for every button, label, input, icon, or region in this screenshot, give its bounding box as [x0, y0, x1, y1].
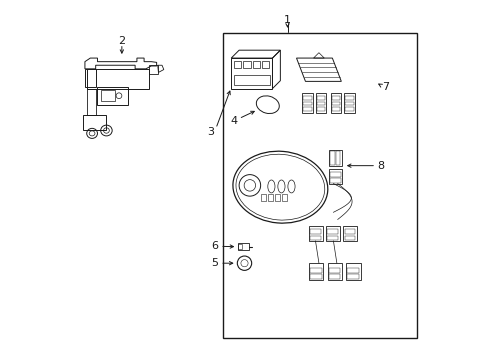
Bar [326, 235, 337, 240]
Bar [325, 226, 339, 241]
Bar [328, 268, 340, 273]
Bar [309, 229, 320, 234]
Bar [86, 69, 149, 89]
Bar [316, 96, 325, 100]
Bar [343, 226, 356, 241]
Text: 3: 3 [206, 127, 213, 136]
Bar [309, 235, 320, 240]
Bar [243, 61, 250, 68]
Bar [344, 93, 354, 113]
Bar [238, 244, 241, 249]
Bar [346, 263, 360, 280]
Bar [328, 149, 342, 166]
Bar [316, 102, 325, 105]
Text: 4: 4 [230, 116, 238, 126]
Bar [344, 235, 355, 240]
Bar [234, 75, 269, 85]
Bar [308, 263, 323, 280]
Bar [274, 194, 280, 201]
Bar [344, 229, 355, 234]
Bar [316, 107, 325, 111]
Bar [329, 172, 341, 177]
Bar [87, 89, 96, 116]
Bar [303, 96, 311, 100]
Bar [83, 115, 106, 130]
Bar [262, 61, 269, 68]
Bar [329, 178, 341, 183]
Bar [234, 61, 241, 68]
Text: 5: 5 [211, 258, 218, 268]
Bar [301, 93, 312, 113]
Bar [331, 96, 340, 100]
Text: 8: 8 [376, 161, 384, 171]
Bar [260, 194, 265, 201]
Bar [238, 243, 248, 250]
Bar [303, 107, 311, 111]
Bar [328, 274, 340, 279]
Bar [331, 107, 340, 111]
Text: 7: 7 [382, 82, 389, 92]
Bar [331, 102, 340, 105]
Text: 6: 6 [211, 241, 218, 251]
Bar [335, 150, 340, 165]
Bar [149, 65, 158, 74]
Text: 1: 1 [284, 15, 290, 26]
Bar [345, 96, 353, 100]
Text: 2: 2 [118, 36, 125, 46]
Bar [345, 102, 353, 105]
Bar [345, 107, 353, 111]
Bar [309, 274, 321, 279]
Bar [303, 102, 311, 105]
Bar [346, 274, 358, 279]
Bar [309, 268, 321, 273]
Bar [327, 263, 341, 280]
Bar [267, 194, 272, 201]
Bar [252, 61, 260, 68]
Bar [328, 169, 342, 184]
Bar [282, 194, 286, 201]
Bar [101, 90, 115, 101]
Bar [223, 33, 416, 338]
Bar [97, 87, 128, 105]
Bar [326, 229, 337, 234]
Bar [315, 93, 325, 113]
Bar [308, 226, 322, 241]
Bar [330, 93, 341, 113]
Bar [329, 150, 334, 165]
Bar [346, 268, 358, 273]
